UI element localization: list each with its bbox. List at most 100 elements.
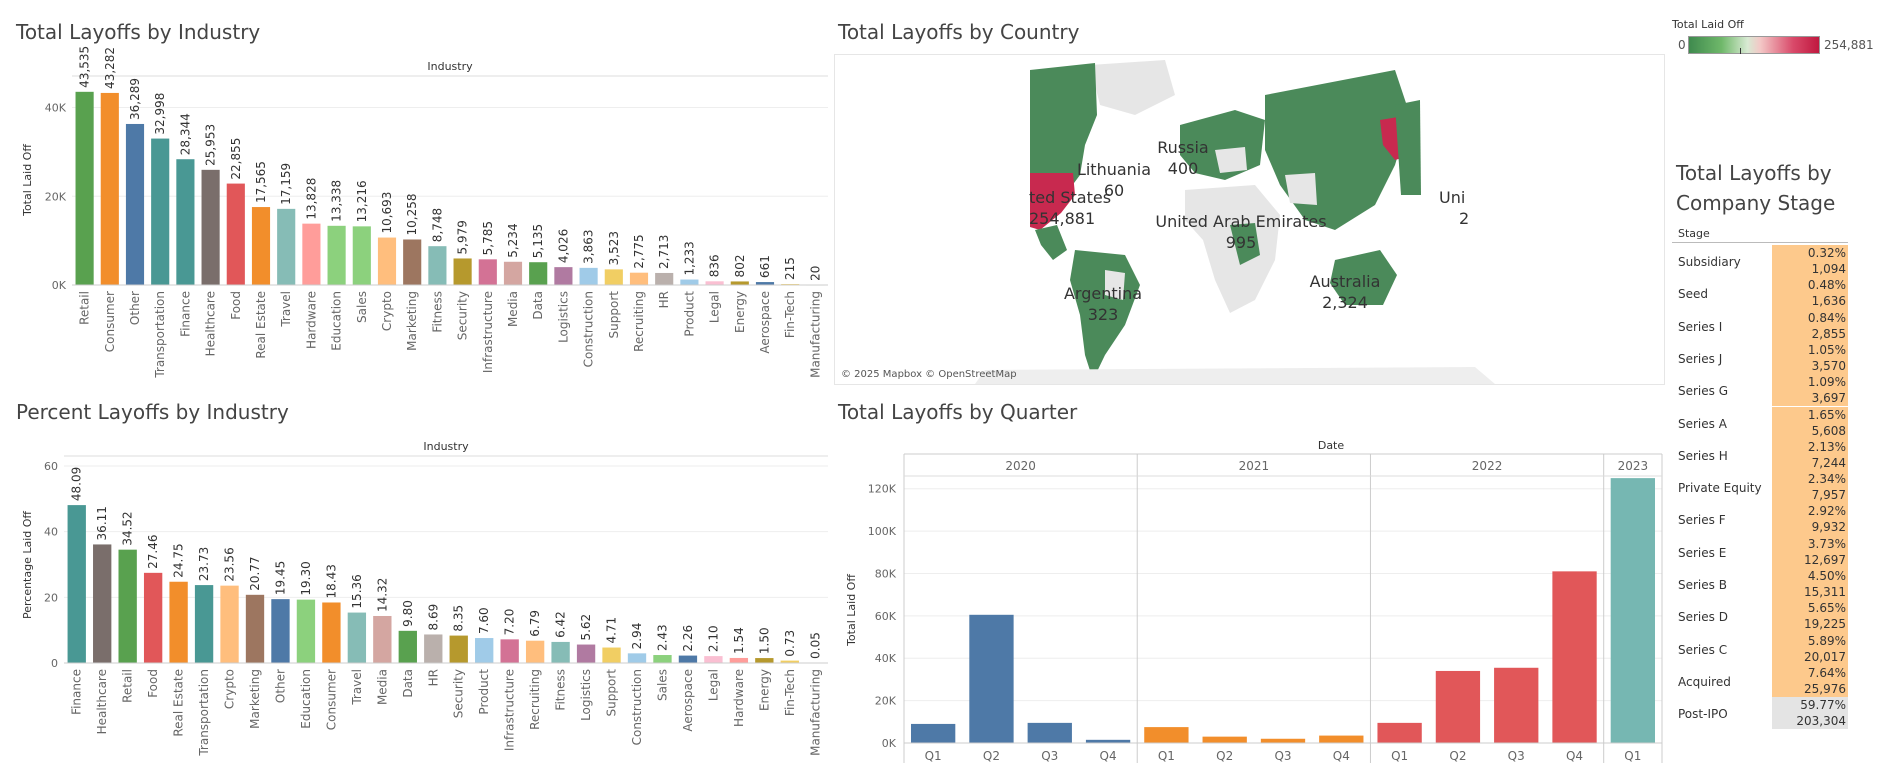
quarter-bar[interactable]: [1377, 722, 1422, 743]
stage-cell[interactable]: [1772, 471, 1848, 504]
percent-bar[interactable]: [296, 599, 316, 663]
industry-category-label: Legal: [708, 291, 722, 323]
color-legend[interactable]: Total Laid Off 0 254,881: [1672, 18, 1874, 58]
stage-percent: 1.09%: [1807, 375, 1846, 390]
stage-cell[interactable]: [1772, 697, 1848, 730]
stage-cell[interactable]: [1772, 568, 1848, 601]
quarter-bar[interactable]: [1202, 736, 1247, 743]
industry-data-label: 17,565: [254, 161, 268, 203]
quarter-bar[interactable]: [1494, 667, 1539, 743]
percent-bar[interactable]: [143, 572, 163, 663]
percent-bar[interactable]: [627, 653, 647, 663]
map-attribution[interactable]: © 2025 Mapbox © OpenStreetMap: [841, 369, 1017, 380]
stage-cell[interactable]: [1772, 535, 1848, 568]
industry-data-label: 5,135: [531, 224, 545, 258]
country-map[interactable]: Russia 400 Lithuania 60 ted States 254,881 …: [834, 54, 1665, 385]
industry-bar[interactable]: [529, 262, 548, 285]
quarter-year-label: 2023: [1618, 459, 1649, 473]
stage-cell[interactable]: [1772, 277, 1848, 310]
quarter-bar[interactable]: [1610, 478, 1656, 743]
percent-bar[interactable]: [347, 612, 367, 663]
industry-bar[interactable]: [604, 269, 623, 285]
percent-bar[interactable]: [194, 585, 214, 663]
industry-bar[interactable]: [503, 261, 523, 285]
industry-bar[interactable]: [201, 169, 220, 285]
percent-bar-chart[interactable]: Industry 0 20 40 60 Percentage Laid Off 48.09 F…: [0, 0, 830, 774]
industry-bar[interactable]: [629, 272, 649, 285]
industry-bar[interactable]: [655, 272, 674, 285]
percent-bar[interactable]: [118, 549, 137, 663]
industry-category-label: Crypto: [380, 291, 394, 331]
industry-bar[interactable]: [251, 207, 271, 285]
percent-data-label: 20.77: [248, 556, 262, 590]
quarter-bar-chart[interactable]: Date 0K 20K 40K 60K 80K 100K 120K Total Laid Off…: [0, 0, 1670, 774]
industry-bar[interactable]: [75, 91, 94, 285]
percent-bar[interactable]: [373, 615, 392, 663]
percent-bar[interactable]: [398, 630, 417, 663]
industry-bar-chart[interactable]: Industry 0K 20K 40K Total Laid Off 43,535 Reta…: [0, 0, 830, 385]
percent-bar[interactable]: [169, 581, 188, 663]
stage-cell[interactable]: [1772, 438, 1848, 472]
percent-bar[interactable]: [704, 656, 723, 663]
stage-cell[interactable]: [1772, 341, 1848, 375]
quarter-bar[interactable]: [1144, 727, 1189, 743]
quarter-bar[interactable]: [910, 723, 956, 743]
stage-cell[interactable]: [1772, 245, 1848, 278]
industry-bar[interactable]: [176, 159, 195, 285]
percent-bar[interactable]: [93, 544, 112, 663]
industry-bar[interactable]: [705, 281, 724, 285]
stage-cell[interactable]: [1772, 600, 1848, 633]
industry-bar[interactable]: [403, 239, 422, 285]
percent-bar[interactable]: [449, 635, 468, 663]
percent-bar[interactable]: [67, 505, 86, 663]
industry-bar[interactable]: [100, 92, 119, 285]
stage-cell[interactable]: [1772, 374, 1848, 407]
quarter-bar[interactable]: [1260, 738, 1306, 743]
percent-bar[interactable]: [525, 640, 545, 663]
industry-bar[interactable]: [151, 138, 170, 285]
industry-bar[interactable]: [377, 237, 397, 285]
stage-cell[interactable]: [1772, 664, 1848, 698]
quarter-bar[interactable]: [1435, 670, 1481, 743]
percent-bar[interactable]: [245, 594, 265, 663]
percent-bar[interactable]: [500, 639, 519, 663]
percent-bar[interactable]: [653, 655, 672, 663]
quarter-bar[interactable]: [969, 614, 1014, 743]
percent-bar[interactable]: [729, 657, 749, 663]
percent-bar[interactable]: [678, 655, 698, 663]
industry-bar[interactable]: [125, 123, 145, 285]
industry-bar[interactable]: [730, 281, 749, 285]
percent-bar[interactable]: [780, 660, 799, 663]
percent-bar[interactable]: [271, 599, 290, 663]
quarter-bar[interactable]: [1027, 722, 1072, 743]
industry-category-label: Finance: [178, 291, 192, 337]
industry-bar[interactable]: [428, 246, 447, 285]
industry-bar[interactable]: [302, 223, 321, 285]
percent-bar[interactable]: [475, 638, 494, 663]
industry-bar[interactable]: [226, 183, 245, 285]
percent-bar[interactable]: [576, 644, 596, 663]
quarter-year-label: 2020: [1005, 459, 1036, 473]
percent-bar[interactable]: [551, 641, 570, 663]
percent-bar[interactable]: [220, 585, 239, 663]
stage-cell[interactable]: [1772, 309, 1848, 342]
industry-bar[interactable]: [327, 225, 346, 285]
stage-cell[interactable]: [1772, 632, 1848, 665]
quarter-bar[interactable]: [1552, 571, 1597, 743]
percent-bar[interactable]: [602, 647, 621, 663]
stage-cell[interactable]: [1772, 406, 1848, 439]
industry-bar[interactable]: [554, 267, 573, 285]
quarter-bar[interactable]: [1085, 739, 1131, 743]
percent-bar[interactable]: [322, 602, 341, 663]
industry-bar[interactable]: [453, 258, 472, 285]
quarter-bar[interactable]: [1319, 735, 1364, 743]
industry-bar[interactable]: [680, 279, 699, 285]
stage-cell[interactable]: [1772, 503, 1848, 536]
industry-bar[interactable]: [755, 282, 775, 285]
industry-bar[interactable]: [277, 208, 296, 285]
industry-bar[interactable]: [579, 267, 598, 285]
industry-bar[interactable]: [352, 226, 371, 285]
industry-bar[interactable]: [478, 259, 497, 285]
percent-bar[interactable]: [755, 658, 774, 663]
percent-bar[interactable]: [424, 634, 443, 663]
